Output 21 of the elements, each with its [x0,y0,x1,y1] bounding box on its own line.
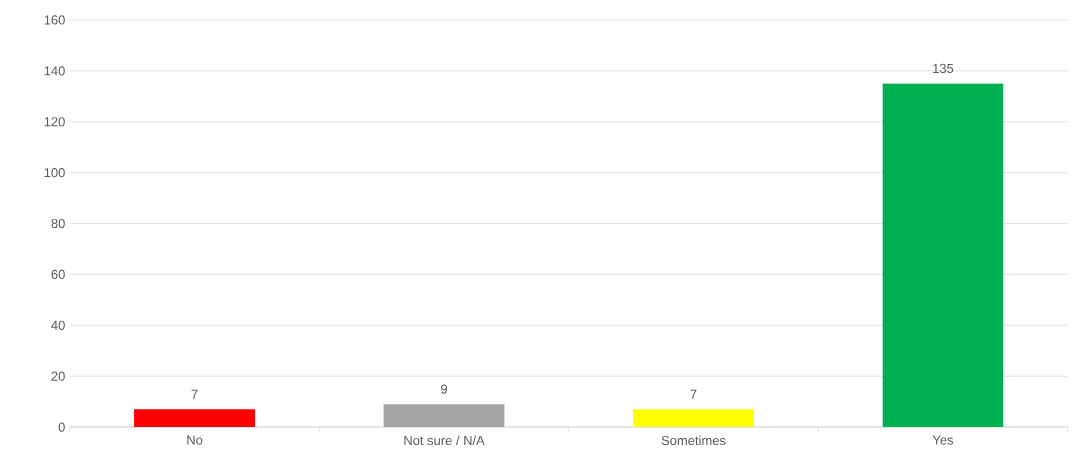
data-label: 7 [690,389,697,399]
y-tick-label: 60 [51,269,65,279]
x-tick-label: Sometimes [661,435,726,446]
y-tick-label: 160 [44,15,65,25]
y-tick-label: 20 [51,371,65,381]
bar [882,83,1004,428]
y-tick-label: 120 [44,117,65,127]
y-tick-label: 100 [44,168,65,178]
bar [633,409,754,428]
x-tick-label: No [187,435,203,445]
bar [383,404,505,428]
x-tick-label: Not sure / N/A [404,435,485,446]
data-label: 9 [441,384,448,394]
y-tick-label: 80 [51,218,65,229]
x-tick-label: Yes [932,435,954,445]
data-label: 135 [933,63,954,74]
y-tick-label: 40 [51,320,65,330]
y-tick-label: 0 [58,422,65,432]
data-label: 7 [191,389,198,399]
bar [134,409,256,428]
y-tick-label: 140 [44,66,65,76]
